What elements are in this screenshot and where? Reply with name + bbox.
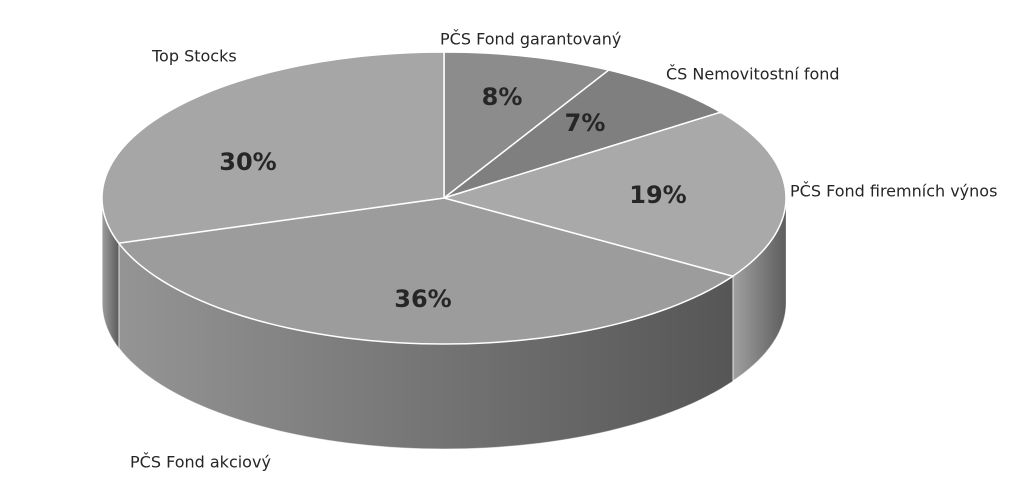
pie-slice — [117, 197, 735, 345]
side-shade — [118, 243, 733, 449]
category-label: PČS Fond akciový — [130, 453, 271, 472]
data-label: 8% — [482, 83, 523, 111]
data-label: 7% — [565, 109, 606, 137]
data-label: 19% — [629, 181, 686, 209]
category-label: ČS Nemovitostní fond — [666, 65, 840, 84]
pie-slice — [443, 51, 611, 200]
side-shade — [102, 198, 119, 349]
pie-slice — [441, 111, 787, 278]
side-shade — [732, 198, 786, 382]
category-label: Top Stocks — [151, 47, 237, 66]
category-label: PČS Fond firemních výnos — [790, 182, 997, 201]
data-label: 30% — [219, 148, 276, 176]
pie-slice — [443, 69, 723, 199]
pie-slice — [101, 51, 445, 244]
data-label: 36% — [394, 285, 451, 313]
category-label: PČS Fond garantovaný — [440, 30, 621, 49]
